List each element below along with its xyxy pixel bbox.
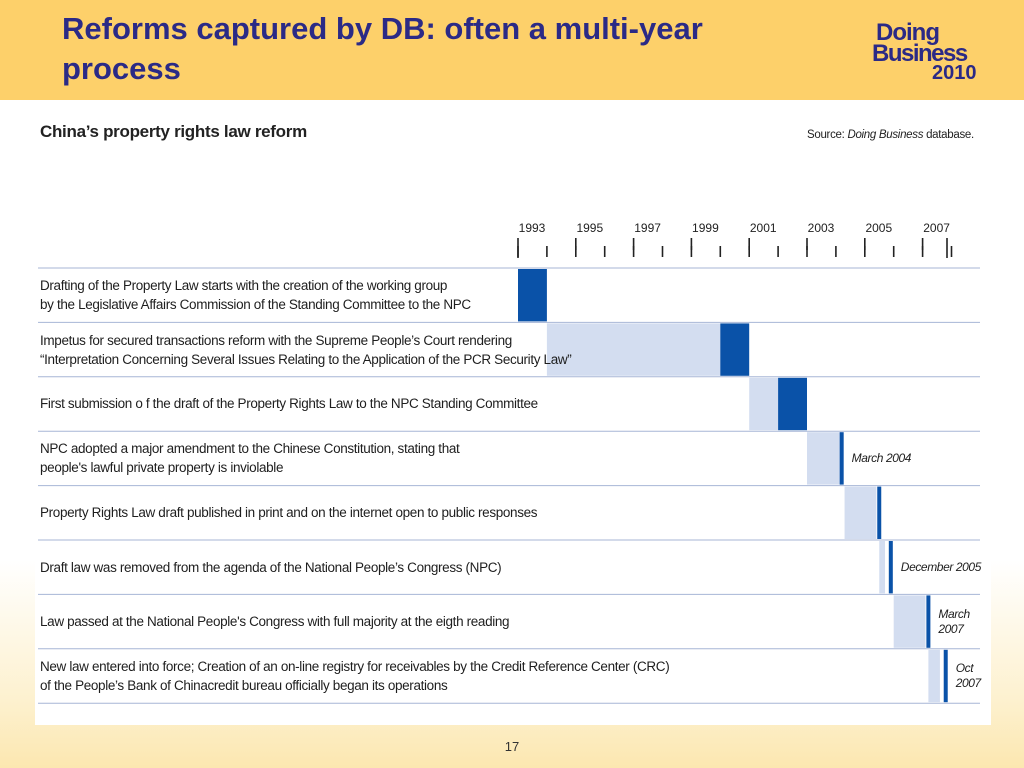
- row-label: Property Rights Law draft published in p…: [40, 505, 538, 521]
- dark-bar: [518, 269, 547, 322]
- row-annotation: March 2004: [851, 450, 912, 465]
- figure-title: China’s property rights law reform: [40, 122, 307, 141]
- year-tick-label: 1993: [519, 221, 546, 235]
- row-label: Impetus for secured transactions reform …: [40, 332, 572, 367]
- light-bar: [928, 649, 940, 703]
- light-bar: [546, 323, 721, 376]
- year-tick-label: 1995: [576, 221, 603, 235]
- row-annotation: Oct 2007: [955, 661, 982, 690]
- event-marker: [888, 541, 893, 594]
- logo-line-3: 2010: [932, 62, 977, 82]
- event-marker: [943, 649, 948, 703]
- logo-line-1: Doing: [876, 19, 939, 46]
- dark-bar: [778, 377, 807, 431]
- logo-line-2: Business: [872, 40, 968, 67]
- event-marker: [926, 595, 931, 648]
- doing-business-logo: Doing Business 2010: [872, 19, 977, 82]
- figure-source: Source: Doing Business database.: [807, 129, 974, 141]
- year-tick-label: 1999: [692, 221, 719, 235]
- year-tick-label: 2001: [750, 221, 777, 235]
- year-tick-label: 2005: [865, 221, 892, 235]
- source-label: Source:: [807, 129, 845, 141]
- row-label: Draft law was removed from the agenda of…: [40, 559, 502, 575]
- year-tick-label: 2003: [808, 221, 835, 235]
- row-label: Drafting of the Property Law starts with…: [40, 278, 471, 313]
- row-label: New law entered into force; Creation of …: [40, 658, 670, 693]
- row-label: Law passed at the National People's Cong…: [40, 614, 510, 630]
- slide-title: Reforms captured by DB: often a multi-ye…: [62, 11, 703, 86]
- year-tick-label: 2007: [923, 221, 950, 235]
- light-bar: [844, 486, 877, 539]
- page-number: 17: [504, 739, 520, 754]
- source-rest: database.: [923, 129, 974, 141]
- slide-header: [0, 0, 1024, 100]
- dark-bar: [720, 323, 750, 376]
- row-label: First submission o f the draft of the Pr…: [40, 396, 538, 412]
- event-marker: [839, 432, 844, 485]
- event-marker: [877, 486, 882, 539]
- figure-panel: [35, 108, 991, 725]
- row-annotation: March 2007: [938, 606, 970, 636]
- light-bar: [879, 541, 886, 594]
- row-label: NPC adopted a major amendment to the Chi…: [40, 441, 460, 476]
- light-bar: [749, 377, 779, 431]
- row-annotation: December 2005: [900, 559, 982, 574]
- light-bar: [893, 595, 926, 648]
- light-bar: [807, 432, 842, 485]
- year-tick-label: 1997: [634, 221, 661, 235]
- source-italic: Doing Business: [847, 129, 924, 141]
